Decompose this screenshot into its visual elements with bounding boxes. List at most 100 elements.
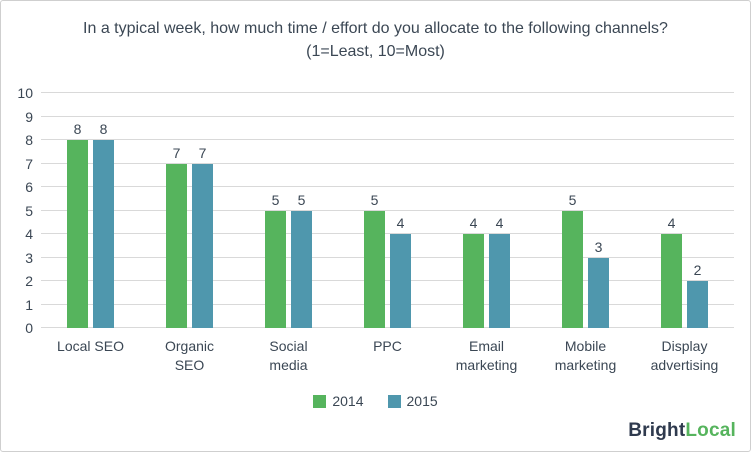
legend-item-2015: 2015 bbox=[387, 393, 438, 410]
x-axis-label-text: PPC bbox=[373, 338, 402, 355]
x-axis-label-text: Mobile marketing bbox=[554, 338, 617, 374]
gridline bbox=[41, 92, 734, 94]
x-axis: Local SEO Organic SEO Social media PPC Email… bbox=[41, 337, 734, 375]
y-tick-label: 3 bbox=[25, 249, 33, 266]
bar-2014 bbox=[463, 234, 484, 329]
bar-2015 bbox=[291, 210, 312, 329]
bar-value-label: 7 bbox=[198, 144, 207, 161]
bar-2015 bbox=[588, 257, 609, 329]
x-axis-label-text: Display advertising bbox=[650, 338, 719, 374]
y-axis: 0 1 2 3 4 5 6 7 8 9 10 bbox=[11, 85, 41, 336]
y-tick-label: 0 bbox=[25, 320, 33, 337]
bar-2014 bbox=[166, 163, 187, 329]
brightlocal-logo: BrightLocal bbox=[628, 420, 736, 442]
bar-column: 4 bbox=[390, 93, 411, 329]
bar-value-label: 4 bbox=[396, 215, 405, 232]
gridline bbox=[41, 139, 734, 141]
bar-column: 4 bbox=[463, 93, 484, 329]
x-axis-label-text: Organic SEO bbox=[164, 338, 215, 374]
bar-value-label: 8 bbox=[73, 121, 82, 138]
x-axis-label: Email marketing bbox=[437, 337, 536, 375]
bar-value-label: 2 bbox=[693, 262, 702, 279]
x-axis-label: Organic SEO bbox=[140, 337, 239, 375]
bar-2014 bbox=[67, 140, 88, 329]
y-tick-label: 7 bbox=[25, 155, 33, 172]
x-axis-label: Display advertising bbox=[635, 337, 734, 375]
bar-value-label: 5 bbox=[370, 191, 379, 208]
legend-swatch bbox=[387, 394, 401, 408]
x-axis-label-text: Local SEO bbox=[57, 338, 124, 355]
bar-column: 5 bbox=[562, 93, 583, 329]
logo-text-local: Local bbox=[685, 420, 736, 441]
y-tick-label: 8 bbox=[25, 132, 33, 149]
gridline bbox=[41, 327, 734, 329]
bar-2014 bbox=[661, 234, 682, 329]
y-tick-label: 6 bbox=[25, 179, 33, 196]
bar-column: 7 bbox=[166, 93, 187, 329]
x-axis-label-text: Email marketing bbox=[455, 338, 518, 374]
bar-column: 5 bbox=[364, 93, 385, 329]
x-axis-label: Social media bbox=[239, 337, 338, 375]
bar-column: 4 bbox=[661, 93, 682, 329]
gridline bbox=[41, 209, 734, 211]
bar-value-label: 5 bbox=[271, 191, 280, 208]
x-axis-label: Mobile marketing bbox=[536, 337, 635, 375]
bar-column: 3 bbox=[588, 93, 609, 329]
gridline bbox=[41, 115, 734, 117]
legend-item-2014: 2014 bbox=[313, 393, 364, 410]
gridlines bbox=[41, 92, 734, 329]
y-tick-label: 9 bbox=[25, 108, 33, 125]
legend-label: 2015 bbox=[406, 393, 438, 410]
bar-2015 bbox=[687, 281, 708, 329]
bar-2015 bbox=[93, 140, 114, 329]
bar-value-label: 3 bbox=[594, 238, 603, 255]
gridline bbox=[41, 303, 734, 305]
bar-column: 2 bbox=[687, 93, 708, 329]
gridline bbox=[41, 233, 734, 235]
legend-label: 2014 bbox=[332, 393, 364, 410]
bar-column: 8 bbox=[93, 93, 114, 329]
bar-column: 4 bbox=[489, 93, 510, 329]
y-tick-label: 2 bbox=[25, 273, 33, 290]
bar-value-label: 7 bbox=[172, 144, 181, 161]
gridline bbox=[41, 280, 734, 282]
bar-2014 bbox=[562, 210, 583, 329]
bar-value-label: 5 bbox=[297, 191, 306, 208]
bar-2015 bbox=[192, 163, 213, 329]
y-tick-label: 10 bbox=[17, 85, 33, 102]
y-tick-label: 5 bbox=[25, 202, 33, 219]
legend-swatch bbox=[313, 394, 327, 408]
bar-value-label: 4 bbox=[469, 215, 478, 232]
bar-2014 bbox=[364, 210, 385, 329]
y-tick-label: 4 bbox=[25, 226, 33, 243]
legend: 2014 2015 bbox=[1, 393, 750, 409]
bar-value-label: 4 bbox=[667, 215, 676, 232]
bar-column: 5 bbox=[265, 93, 286, 329]
gridline bbox=[41, 256, 734, 258]
bar-value-label: 4 bbox=[495, 215, 504, 232]
gridline bbox=[41, 162, 734, 164]
x-axis-label: PPC bbox=[338, 337, 437, 375]
bar-2015 bbox=[489, 234, 510, 329]
chart-title: In a typical week, how much time / effor… bbox=[83, 20, 668, 61]
bar-column: 8 bbox=[67, 93, 88, 329]
bar-value-label: 5 bbox=[568, 191, 577, 208]
x-axis-label: Local SEO bbox=[41, 337, 140, 375]
bar-value-label: 8 bbox=[99, 121, 108, 138]
y-tick-label: 1 bbox=[25, 296, 33, 313]
bar-2015 bbox=[390, 234, 411, 329]
gridline bbox=[41, 186, 734, 188]
bar-column: 7 bbox=[192, 93, 213, 329]
x-axis-label-text: Social media bbox=[269, 338, 308, 374]
